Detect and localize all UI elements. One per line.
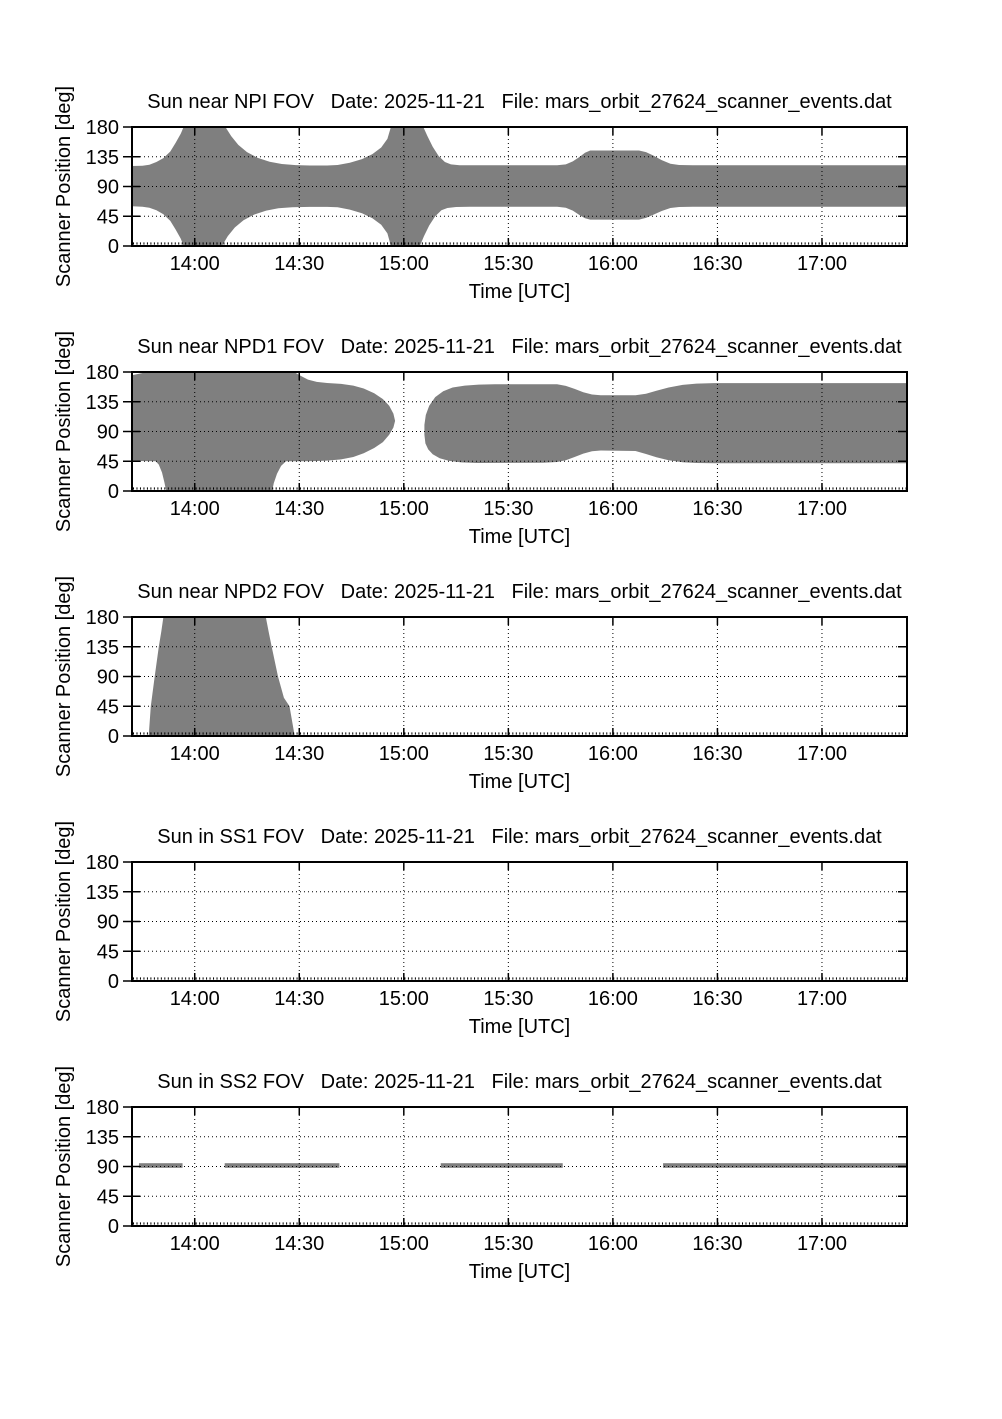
y-axis-label: Scanner Position [deg] — [53, 1066, 75, 1267]
subplot-4: Sun in SS2 FOV Date: 2025-11-21 File: ma… — [53, 1066, 908, 1283]
y-tick-label: 45 — [97, 941, 119, 963]
y-tick-label: 90 — [97, 667, 119, 689]
x-tick-label: 15:30 — [483, 498, 533, 520]
y-tick-label: 180 — [86, 1097, 119, 1119]
y-axis-label: Scanner Position [deg] — [53, 331, 75, 532]
y-tick-label: 0 — [108, 971, 119, 993]
y-tick-label: 90 — [97, 422, 119, 444]
x-tick-label: 14:00 — [170, 1233, 220, 1255]
y-tick-label: 0 — [108, 236, 119, 258]
x-tick-label: 15:30 — [483, 743, 533, 765]
x-tick-label: 15:30 — [483, 253, 533, 275]
x-tick-label: 15:00 — [379, 498, 429, 520]
y-tick-label: 90 — [97, 1157, 119, 1179]
x-tick-label: 14:30 — [274, 743, 324, 765]
y-tick-label: 90 — [97, 912, 119, 934]
x-tick-label: 15:00 — [379, 253, 429, 275]
x-tick-label: 14:00 — [170, 988, 220, 1010]
x-tick-label: 16:00 — [588, 743, 638, 765]
y-tick-label: 135 — [86, 637, 119, 659]
y-axis-label: Scanner Position [deg] — [53, 86, 75, 287]
x-axis-label: Time [UTC] — [469, 526, 570, 548]
plot-title-1: Sun near NPD1 FOV Date: 2025-11-21 File:… — [137, 336, 902, 358]
x-tick-label: 15:00 — [379, 743, 429, 765]
x-tick-label: 14:30 — [274, 988, 324, 1010]
y-tick-label: 180 — [86, 607, 119, 629]
y-tick-label: 135 — [86, 392, 119, 414]
x-tick-label: 17:00 — [797, 988, 847, 1010]
x-tick-label: 14:00 — [170, 253, 220, 275]
x-tick-label: 16:00 — [588, 253, 638, 275]
plot-title-4: Sun in SS2 FOV Date: 2025-11-21 File: ma… — [157, 1071, 882, 1093]
subplot-1: Sun near NPD1 FOV Date: 2025-11-21 File:… — [53, 331, 908, 548]
sun-near-npd2-column — [148, 617, 295, 736]
x-tick-label: 16:30 — [692, 988, 742, 1010]
plot-title-2: Sun near NPD2 FOV Date: 2025-11-21 File:… — [137, 581, 902, 603]
sun-near-npd1-right-blob — [424, 383, 907, 464]
x-tick-label: 17:00 — [797, 498, 847, 520]
plot-title-0: Sun near NPI FOV Date: 2025-11-21 File: … — [147, 91, 892, 113]
x-tick-label: 17:00 — [797, 253, 847, 275]
y-tick-label: 45 — [97, 206, 119, 228]
regions-2 — [148, 617, 295, 736]
axes-box — [131, 616, 908, 737]
x-tick-label: 16:00 — [588, 988, 638, 1010]
y-tick-label: 180 — [86, 117, 119, 139]
x-tick-label: 17:00 — [797, 743, 847, 765]
x-tick-label: 14:00 — [170, 743, 220, 765]
x-tick-label: 16:00 — [588, 1233, 638, 1255]
y-tick-label: 180 — [86, 362, 119, 384]
x-tick-label: 16:30 — [692, 253, 742, 275]
x-tick-label: 17:00 — [797, 1233, 847, 1255]
x-tick-label: 15:00 — [379, 1233, 429, 1255]
y-tick-label: 135 — [86, 1127, 119, 1149]
sun-in-ss2-bars — [663, 1163, 907, 1168]
axes-box — [131, 126, 908, 247]
sun-in-ss2-bars — [224, 1163, 340, 1168]
y-tick-label: 45 — [97, 696, 119, 718]
x-tick-label: 15:30 — [483, 988, 533, 1010]
x-tick-label: 16:30 — [692, 743, 742, 765]
subplot-2: Sun near NPD2 FOV Date: 2025-11-21 File:… — [53, 576, 908, 793]
x-tick-label: 15:00 — [379, 988, 429, 1010]
axes-box — [131, 371, 908, 492]
sun-in-ss2-bars — [440, 1163, 563, 1168]
x-axis-label: Time [UTC] — [469, 1261, 570, 1283]
y-tick-label: 135 — [86, 882, 119, 904]
sun-in-ss2-bars — [138, 1163, 183, 1168]
x-tick-label: 16:00 — [588, 498, 638, 520]
x-tick-label: 14:30 — [274, 253, 324, 275]
y-tick-label: 0 — [108, 481, 119, 503]
x-axis-label: Time [UTC] — [469, 281, 570, 303]
y-tick-label: 45 — [97, 451, 119, 473]
sun-near-npi-band — [132, 127, 907, 246]
x-tick-label: 14:00 — [170, 498, 220, 520]
y-axis-label: Scanner Position [deg] — [53, 821, 75, 1022]
subplot-0: Sun near NPI FOV Date: 2025-11-21 File: … — [53, 86, 908, 303]
regions-1 — [132, 372, 907, 491]
y-tick-label: 180 — [86, 852, 119, 874]
regions-4 — [138, 1163, 907, 1168]
x-tick-label: 16:30 — [692, 1233, 742, 1255]
y-tick-label: 45 — [97, 1186, 119, 1208]
x-tick-label: 14:30 — [274, 498, 324, 520]
regions-0 — [132, 127, 907, 246]
x-axis-label: Time [UTC] — [469, 771, 570, 793]
sun-near-npd1-left-blob — [132, 372, 396, 491]
subplot-3: Sun in SS1 FOV Date: 2025-11-21 File: ma… — [53, 821, 908, 1038]
y-tick-label: 0 — [108, 1216, 119, 1238]
x-axis-label: Time [UTC] — [469, 1016, 570, 1038]
axes-box — [131, 1106, 908, 1227]
x-tick-label: 14:30 — [274, 1233, 324, 1255]
x-tick-label: 15:30 — [483, 1233, 533, 1255]
plot-title-3: Sun in SS1 FOV Date: 2025-11-21 File: ma… — [157, 826, 882, 848]
y-tick-label: 0 — [108, 726, 119, 748]
y-tick-label: 90 — [97, 177, 119, 199]
y-axis-label: Scanner Position [deg] — [53, 576, 75, 777]
y-tick-label: 135 — [86, 147, 119, 169]
axes-box — [131, 861, 908, 982]
x-tick-label: 16:30 — [692, 498, 742, 520]
